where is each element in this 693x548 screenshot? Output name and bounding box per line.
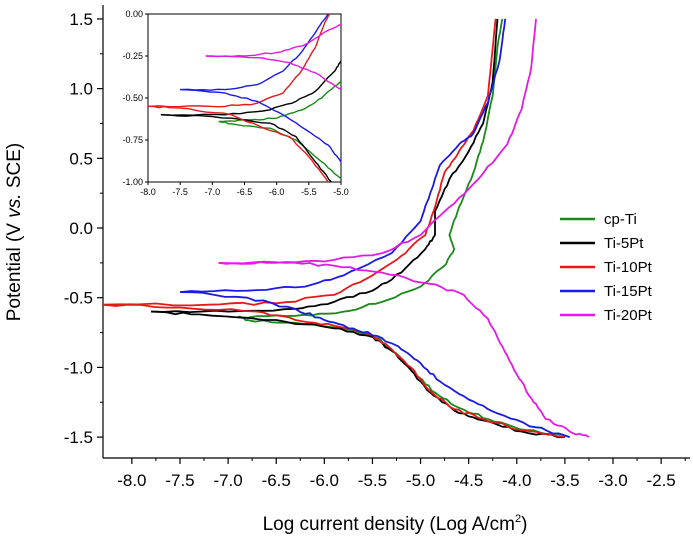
inset-series-line-ti-20pt-cathodic <box>205 55 342 91</box>
legend-label-ti-10pt: Ti-10Pt <box>604 259 653 276</box>
x-tick-label: -5.0 <box>406 471 435 490</box>
main-axis-ticks: -8.0 -7.5 -7.0 -6.5 -6.0 -5.5 -5.0 -4.5 -4.0 -3.5… <box>64 10 686 490</box>
x-tick-label: -5.5 <box>358 471 387 490</box>
legend-label-ti-15pt: Ti-15Pt <box>604 283 653 300</box>
y-tick-label: -0.5 <box>64 289 93 308</box>
legend: cp-Ti Ti-5Pt Ti-10Pt Ti-15Pt Ti-20Pt <box>560 211 653 324</box>
y-tick-label: -1.0 <box>64 358 93 377</box>
series-line-ti-5pt-anodic <box>151 18 499 313</box>
inset-x-tick-label: -5.5 <box>301 187 317 197</box>
inset-x-tick-label: -6.5 <box>237 187 253 197</box>
x-tick-label: -7.5 <box>165 471 194 490</box>
inset-series-line-ti-10pt-cathodic <box>147 105 329 183</box>
inset-x-tick-label: -5.0 <box>333 187 349 197</box>
series-line-ti-15pt-anodic <box>179 18 507 293</box>
inset-y-tick-label: -0.25 <box>122 51 143 61</box>
x-tick-label: -6.5 <box>262 471 291 490</box>
series-line-ti-10pt-anodic <box>102 18 497 307</box>
legend-label-ti-5pt: Ti-5Pt <box>604 235 644 252</box>
inset-x-tick-label: -7.0 <box>205 187 221 197</box>
inset-series-group <box>147 13 342 183</box>
series-line-cp-ti-anodic <box>237 18 504 319</box>
y-axis-title: Potential (V vs. SCE) <box>4 143 25 321</box>
x-tick-label: -6.0 <box>310 471 339 490</box>
inset-y-tick-label: -0.75 <box>122 135 143 145</box>
legend-label-cp-ti: cp-Ti <box>604 211 637 228</box>
inset-y-tick-label: -0.50 <box>122 93 143 103</box>
y-tick-label: 1.0 <box>69 80 93 99</box>
inset-x-tick-label: -6.0 <box>269 187 285 197</box>
inset-x-tick-label: -8.0 <box>140 187 156 197</box>
inset-y-tick-label: -1.00 <box>122 177 143 187</box>
series-line-ti-10pt-cathodic <box>102 303 565 438</box>
inset-series-line-ti-5pt-anodic <box>160 60 342 116</box>
x-tick-label: -4.0 <box>502 471 531 490</box>
series-line-ti-20pt-cathodic <box>218 260 590 438</box>
inset-x-tick-label: -7.5 <box>172 187 188 197</box>
x-tick-label: -7.0 <box>213 471 242 490</box>
inset-series-line-ti-10pt-anodic <box>147 13 331 108</box>
inset-plot: -8.0 -7.5 -7.0 -6.5 -6.0 -5.5 -5.0 0.00 -0.25 -0.… <box>122 9 348 197</box>
inset-series-line-ti-5pt-cathodic <box>160 114 332 183</box>
y-tick-label: 0.0 <box>69 219 93 238</box>
x-tick-label: -2.5 <box>646 471 675 490</box>
y-tick-label: 0.5 <box>69 149 93 168</box>
inset-series-line-ti-15pt-cathodic <box>180 88 342 163</box>
main-series-group <box>102 18 590 439</box>
x-tick-label: -3.5 <box>550 471 579 490</box>
inset-series-line-ti-15pt-anodic <box>180 13 329 91</box>
x-axis-title: Log current density (Log A/cm2) <box>263 513 528 535</box>
x-tick-label: -8.0 <box>117 471 146 490</box>
y-tick-label: -1.5 <box>64 428 93 447</box>
series-line-ti-20pt-anodic <box>218 18 537 265</box>
inset-y-tick-label: 0.00 <box>125 9 143 19</box>
y-tick-label: 1.5 <box>69 10 93 29</box>
legend-label-ti-20pt: Ti-20Pt <box>604 307 653 324</box>
inset-series-line-ti-20pt-anodic <box>205 23 342 58</box>
series-line-ti-15pt-cathodic <box>179 291 570 438</box>
inset-axis-ticks: -8.0 -7.5 -7.0 -6.5 -6.0 -5.5 -5.0 0.00 -0.25 -0.… <box>122 9 348 197</box>
x-tick-label: -4.5 <box>454 471 483 490</box>
x-tick-label: -3.0 <box>598 471 627 490</box>
series-line-cp-ti-cathodic <box>237 315 570 438</box>
